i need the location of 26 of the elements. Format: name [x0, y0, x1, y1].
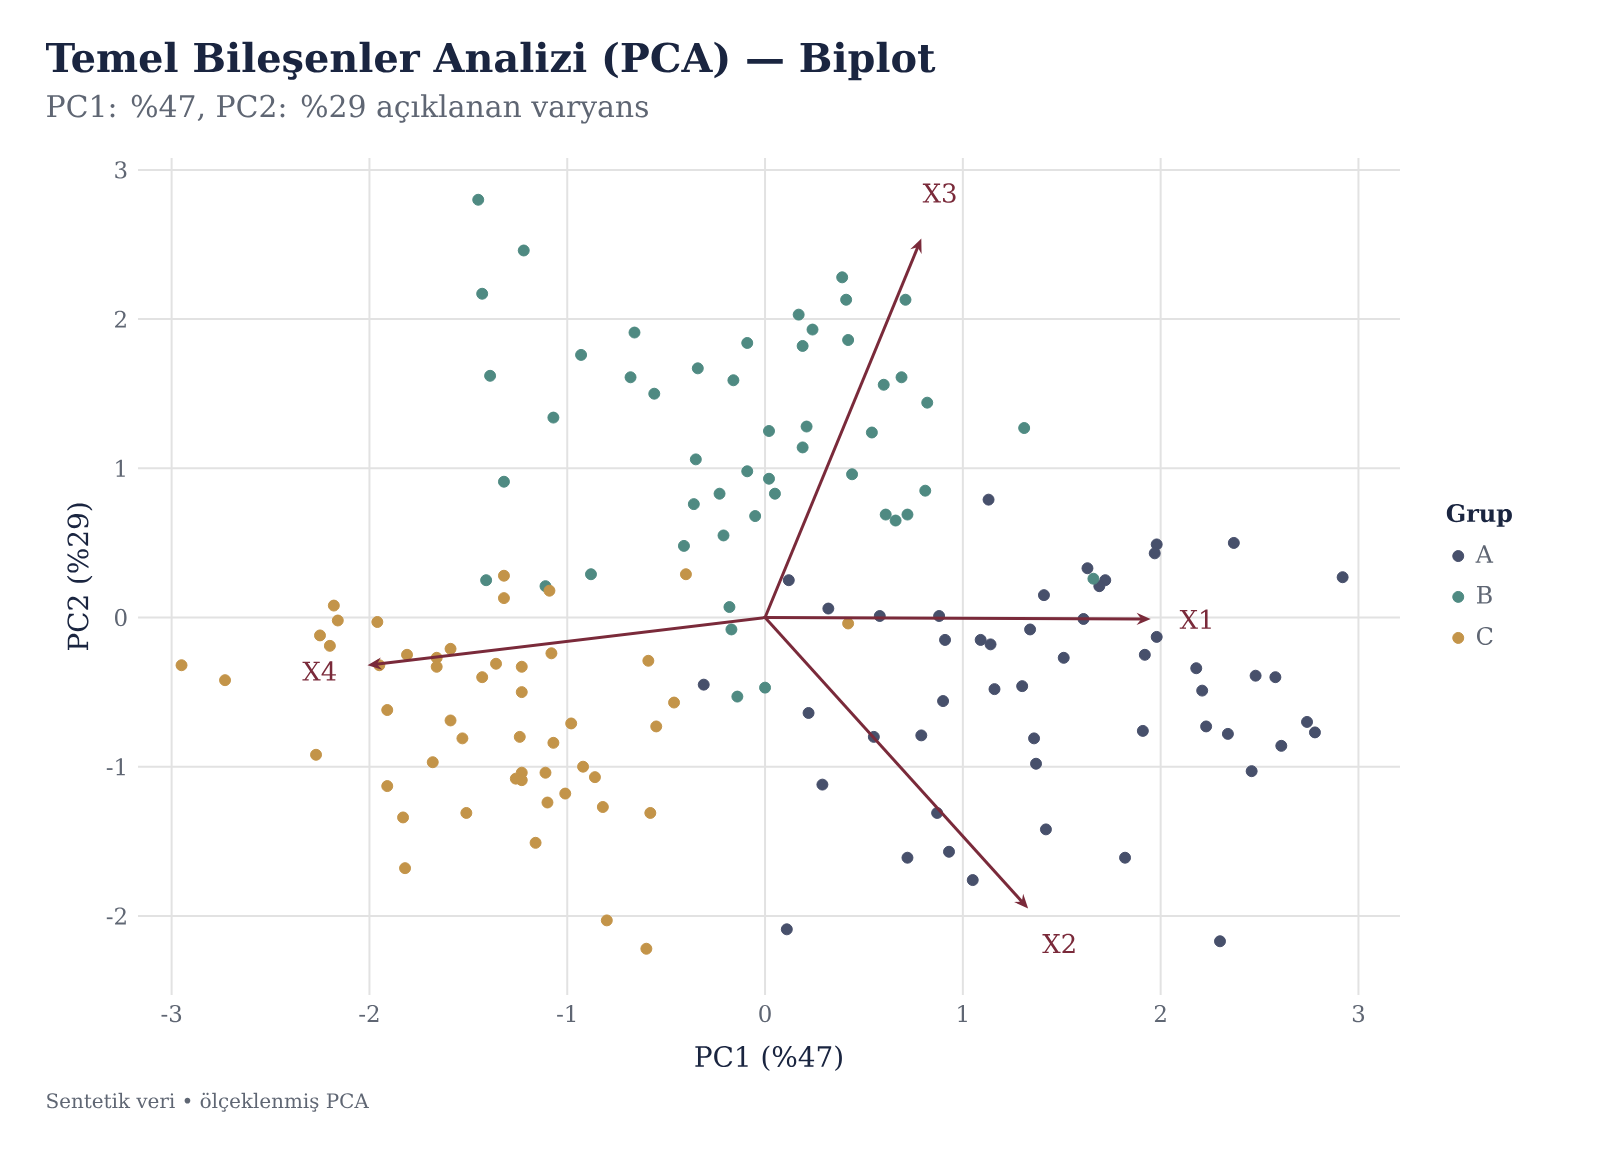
chart-subtitle: PC1: %47, PC2: %29 açıklanan varyans: [47, 94, 648, 124]
y-tick-label: 2: [115, 310, 126, 328]
x-tick-label: -2: [359, 1004, 379, 1022]
legend-label: B: [1476, 586, 1492, 604]
x-tick-label: -1: [557, 1004, 576, 1022]
y-tick-label: 1: [116, 459, 125, 477]
y-axis-title: PC2 (%29): [66, 503, 93, 651]
x-axis-title: PC1 (%47): [695, 1045, 842, 1072]
legend-label: A: [1475, 545, 1494, 563]
x-tick-label: 0: [759, 1004, 771, 1023]
x-tick-label: 1: [958, 1004, 967, 1022]
y-tick-label: -1: [106, 758, 125, 776]
x-tick-label: 3: [1352, 1004, 1365, 1023]
y-tick-label: 3: [115, 161, 127, 179]
x-tick-label: -3: [161, 1004, 182, 1023]
y-tick-label: -2: [106, 907, 126, 925]
annotation: X4: [302, 661, 336, 681]
y-tick-label: 0: [115, 608, 127, 627]
chart-title: Temel Bileşenler Analizi (PCA) — Biplot: [46, 41, 936, 81]
text: Sentetik veri • ölçeklenmiş PCA: [47, 1092, 369, 1112]
annotation: X1: [1179, 609, 1211, 629]
annotation: X2: [1042, 933, 1075, 953]
legend-title: Grup: [1446, 504, 1512, 527]
x-tick-label: 2: [1154, 1004, 1166, 1022]
annotation: X3: [922, 183, 956, 203]
legend-label: C: [1476, 626, 1493, 646]
